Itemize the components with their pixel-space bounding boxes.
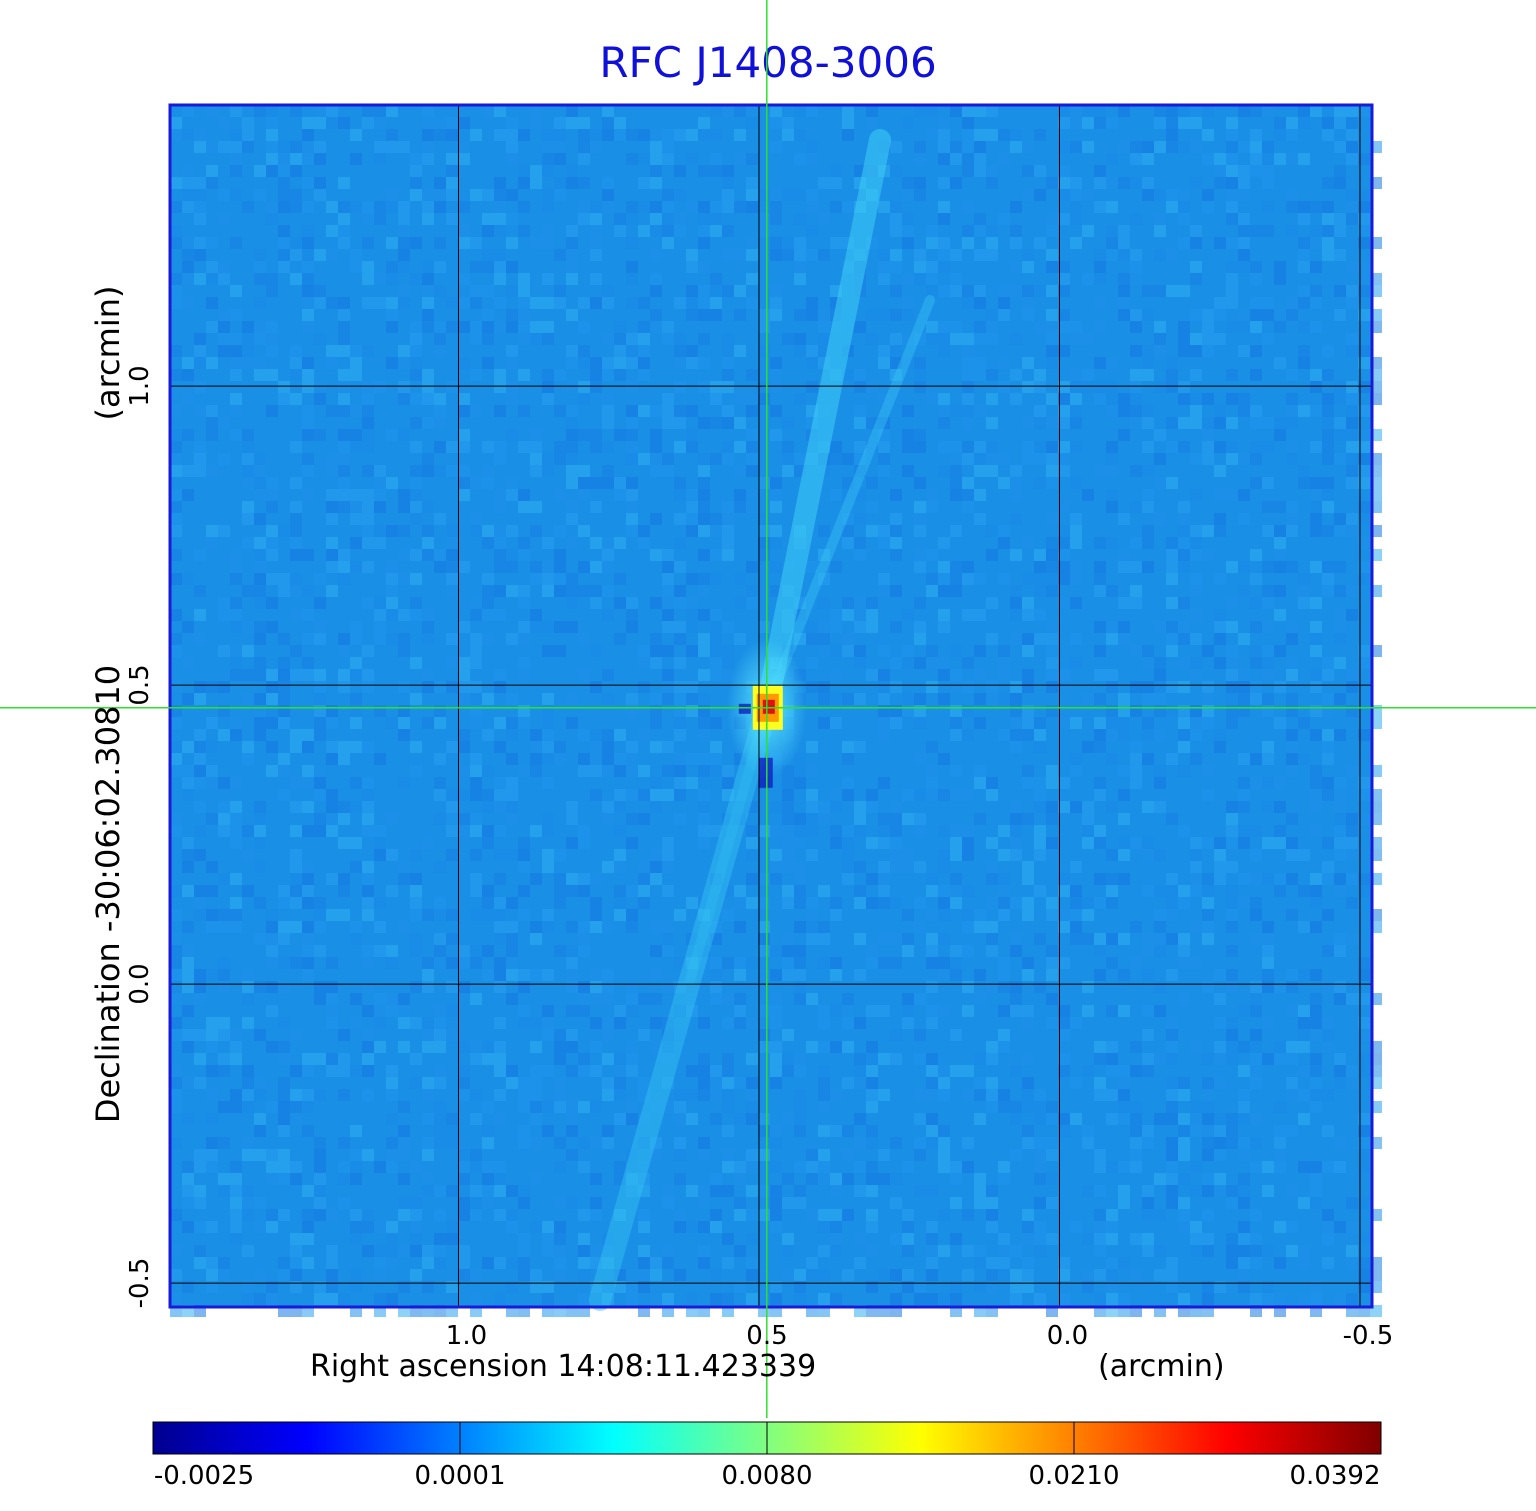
x-tick-label: 0.5 (746, 1321, 788, 1351)
colorbar-tick-label: 0.0210 (1028, 1461, 1120, 1491)
x-axis-unit: (arcmin) (1098, 1349, 1225, 1384)
chart-title: RFC J1408-3006 (599, 38, 937, 87)
plot-frame (168, 103, 1374, 1309)
grid-lines (170, 105, 1372, 1307)
colorbar-tick-marks (152, 1422, 1382, 1454)
y-axis-label: Declination -30:06:02.30810 (89, 664, 127, 1124)
y-axis-unit: (arcmin) (89, 285, 127, 421)
x-tick-label: 0.0 (1046, 1321, 1089, 1351)
colorbar-tick-label: 0.0001 (414, 1461, 506, 1491)
colorbar-tick-label: 0.0080 (721, 1461, 813, 1491)
colorbar-tick-label: 0.0392 (1289, 1461, 1381, 1491)
map-image (170, 105, 1382, 1317)
y-tick-label: 0.0 (125, 963, 155, 1005)
colorbar-tick-label: -0.0025 (153, 1461, 255, 1491)
crosshair (0, 0, 1536, 1418)
y-tick-label: -0.5 (125, 1257, 155, 1309)
y-tick-label: 0.5 (125, 664, 155, 706)
x-tick-label: 1.0 (445, 1321, 488, 1351)
x-axis-label: Right ascension 14:08:11.423339 (310, 1349, 817, 1384)
map-texture (170, 105, 1382, 1317)
y-tick-label: 1.0 (125, 365, 155, 407)
x-tick-label: -0.5 (1342, 1321, 1394, 1351)
